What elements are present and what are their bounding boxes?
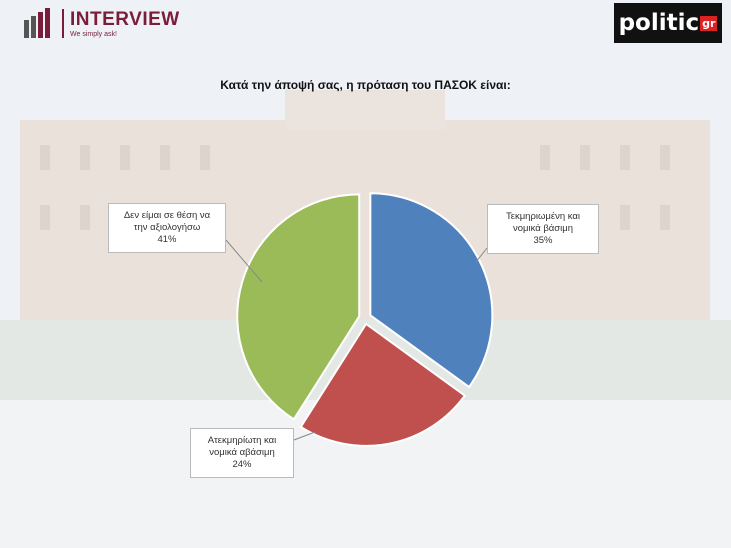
logo-tagline: We simply ask! xyxy=(70,30,117,38)
leader-line xyxy=(225,239,263,283)
value-label: 41% xyxy=(157,234,177,245)
data-label: Ατεκμηρίωτη και νομικά αβάσιμη 24% xyxy=(190,428,294,478)
leader-line xyxy=(293,431,316,441)
logo-title: INTERVIEW xyxy=(70,8,180,30)
chart-title: Κατά την άποψή σας, η πρόταση του ΠΑΣΟΚ … xyxy=(220,78,511,92)
logo-icon xyxy=(24,8,50,38)
category: Δεν είμαι σε θέση να την αξιολογήσω xyxy=(123,210,211,233)
value-label: 35% xyxy=(533,235,553,246)
pie-slice xyxy=(299,322,467,447)
category: Τεκμηριωμένη και νομικά βάσιμη xyxy=(505,211,581,234)
pie-slice xyxy=(236,193,361,421)
data-label: Τεκμηριωμένη και νομικά βάσιμη 35% xyxy=(487,204,599,254)
pie-slice xyxy=(369,192,494,389)
leader-line xyxy=(475,247,488,263)
logo-right-text: politic xyxy=(618,10,700,36)
value-label: 24% xyxy=(232,459,252,470)
data-label: Δεν είμαι σε θέση να την αξιολογήσω 41% xyxy=(108,203,226,253)
logo-politic: politic gr xyxy=(614,3,722,43)
category: Ατεκμηρίωτη και νομικά αβάσιμη xyxy=(207,435,277,458)
logo-right-suffix: gr xyxy=(700,15,718,31)
logo-interview: INTERVIEW We simply ask! xyxy=(22,8,180,38)
